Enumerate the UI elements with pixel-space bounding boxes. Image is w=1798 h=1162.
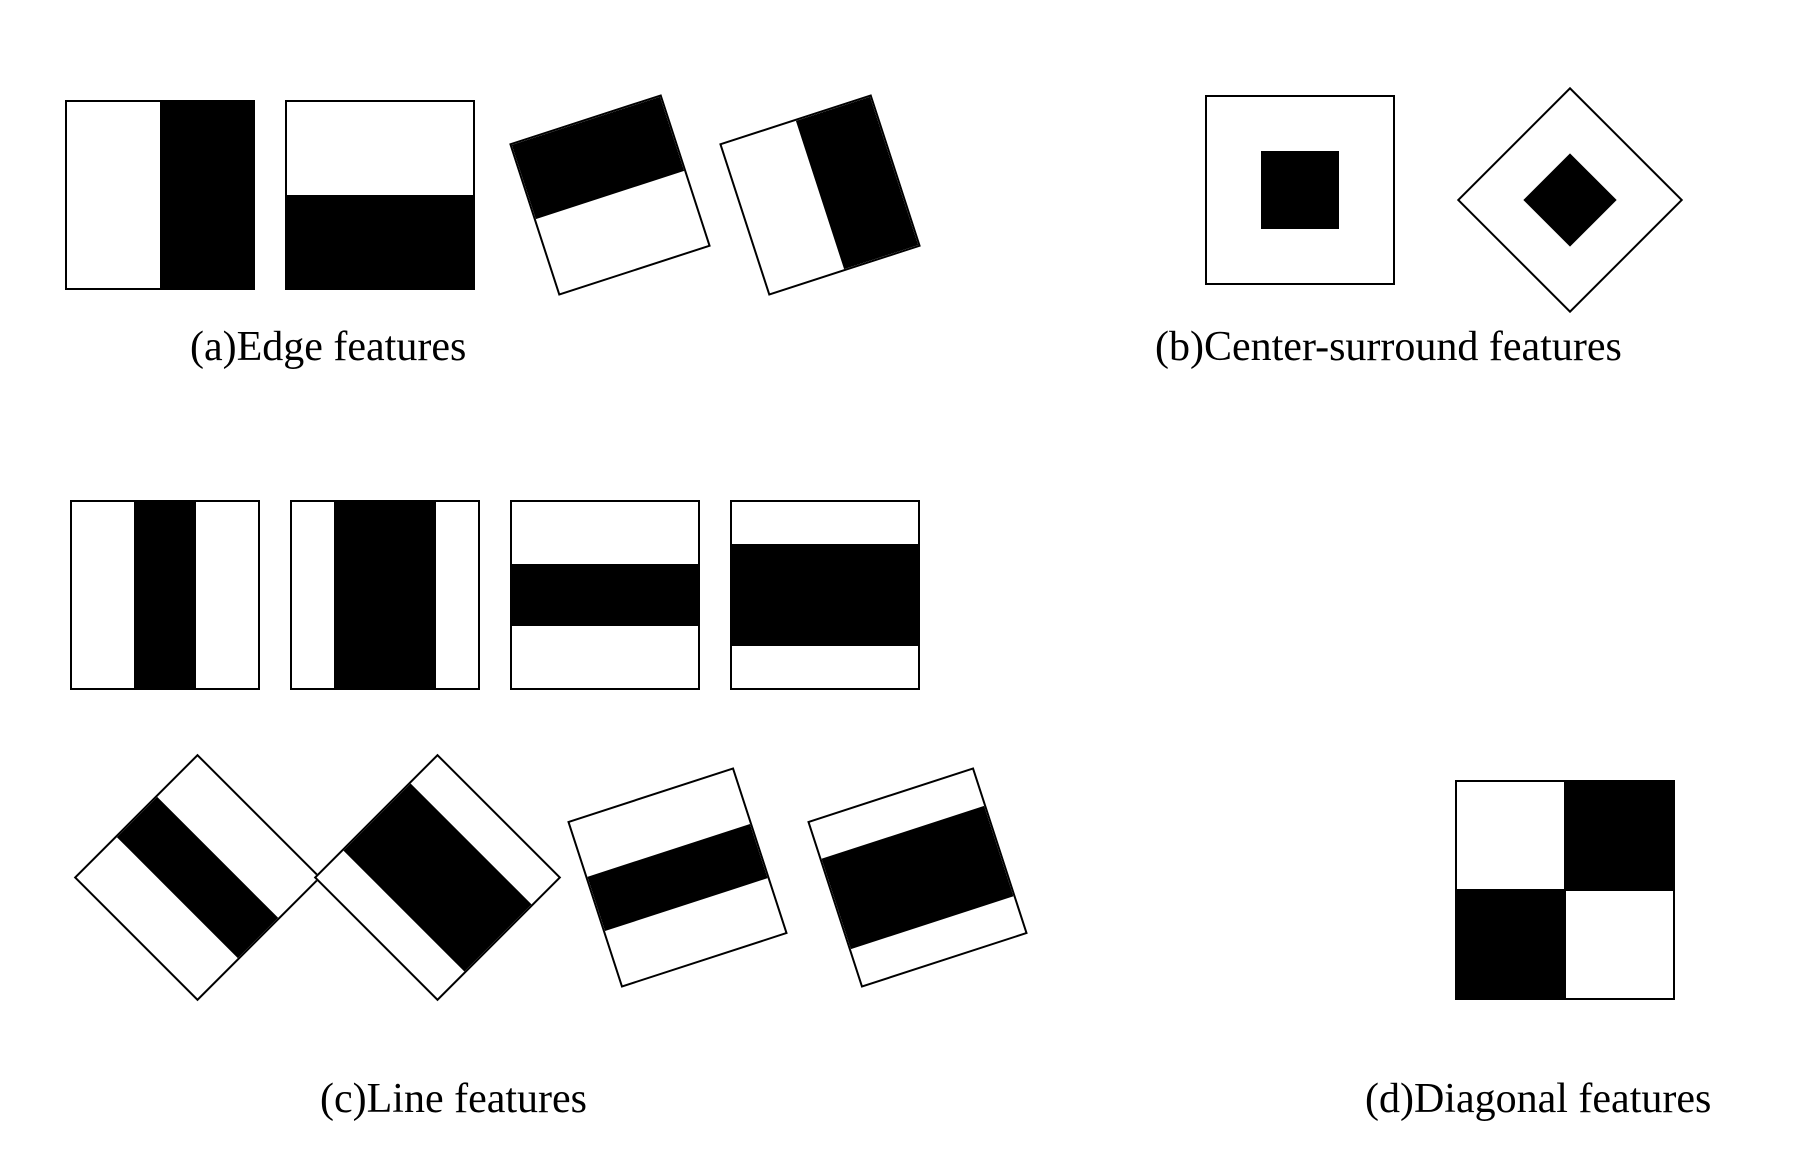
diagonal-tile-0 <box>1455 780 1675 1000</box>
line-tile-6 <box>567 767 788 988</box>
center-tile-1 <box>1457 87 1683 313</box>
caption-edge: (a)Edge features <box>190 323 466 371</box>
line-tile-7 <box>807 767 1028 988</box>
line-tile-4 <box>74 754 321 1001</box>
edge-tile-0 <box>65 100 255 290</box>
edge-tile-2 <box>509 94 711 296</box>
line-tile-2 <box>510 500 700 690</box>
edge-tile-3 <box>719 94 921 296</box>
haar-features-diagram: (a)Edge features (b)Center-surround feat… <box>0 0 1798 1162</box>
edge-tile-1 <box>285 100 475 290</box>
line-tile-5 <box>314 754 561 1001</box>
caption-diagonal: (d)Diagonal features <box>1365 1075 1711 1123</box>
caption-center: (b)Center-surround features <box>1155 323 1622 371</box>
line-tile-0 <box>70 500 260 690</box>
center-tile-0 <box>1205 95 1395 285</box>
caption-line: (c)Line features <box>320 1075 587 1123</box>
line-tile-1 <box>290 500 480 690</box>
line-tile-3 <box>730 500 920 690</box>
